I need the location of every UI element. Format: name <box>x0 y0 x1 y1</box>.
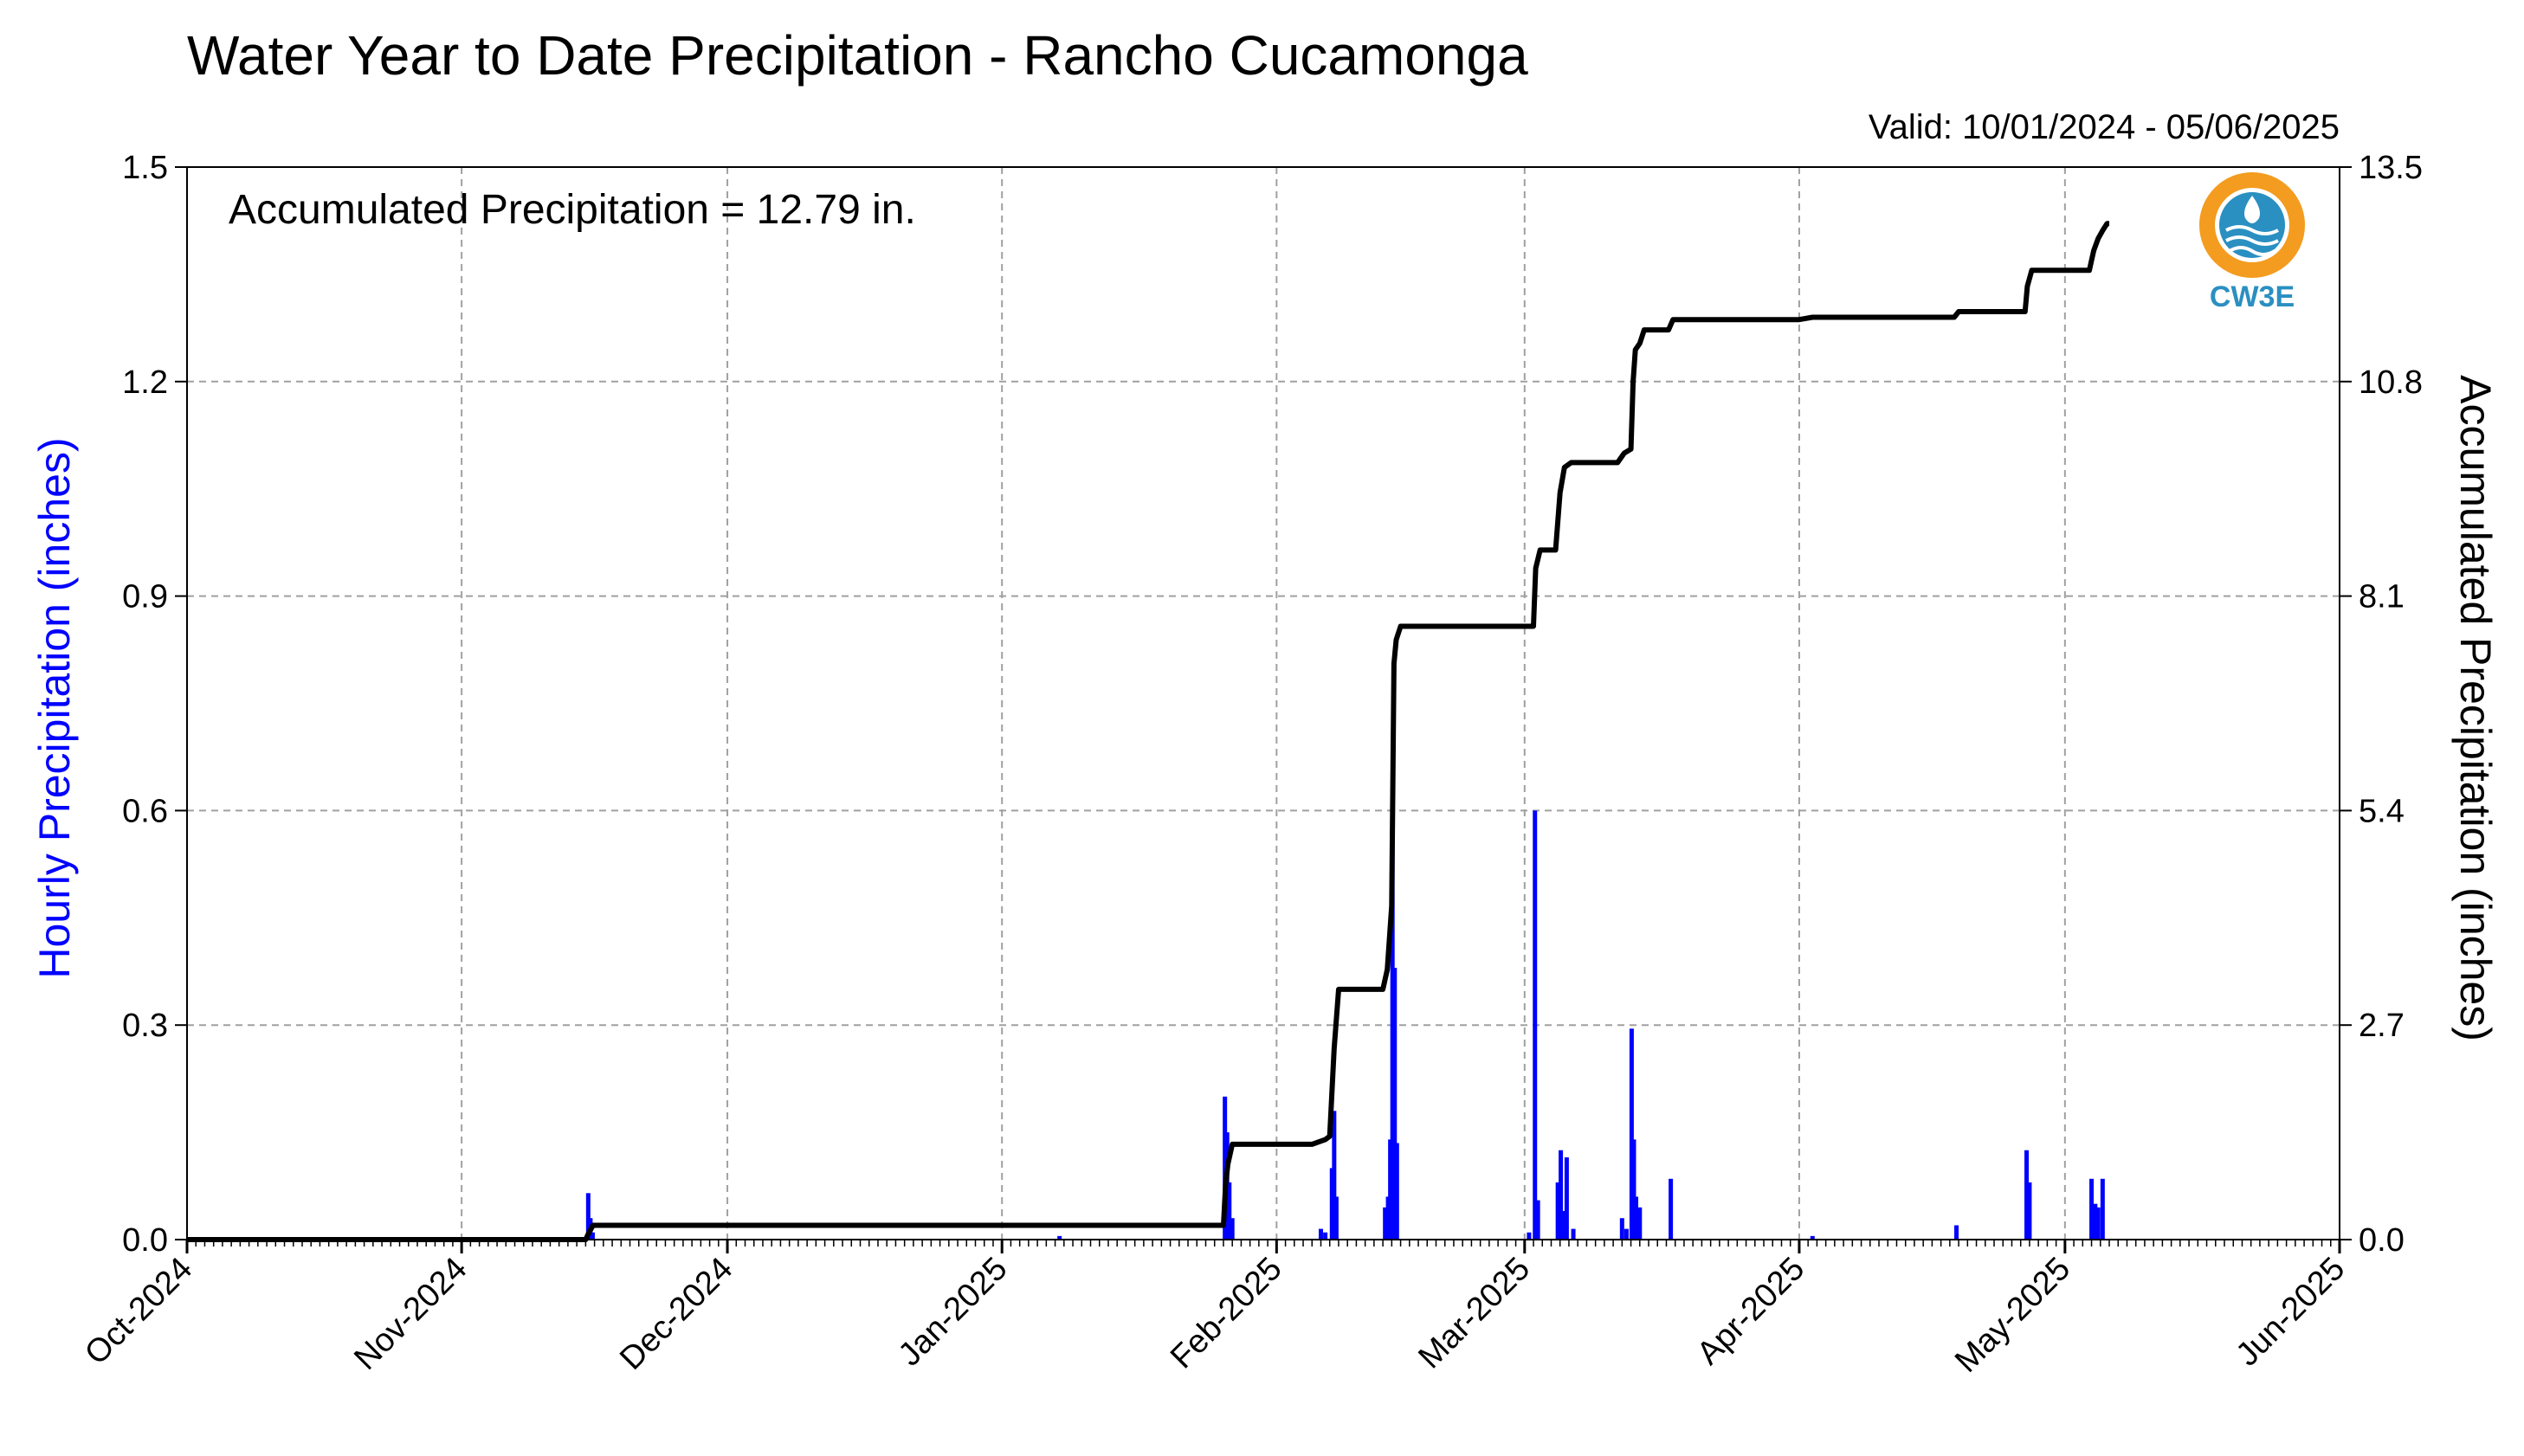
hourly-precip-bar <box>2095 1207 2101 1240</box>
hourly-precip-bar <box>1390 832 1395 1240</box>
hourly-precip-bar <box>1637 1207 1643 1240</box>
hourly-precip-bar <box>1388 1139 1393 1240</box>
hourly-precip-bar <box>2024 1150 2030 1240</box>
hourly-precip-bar <box>1535 1200 1540 1240</box>
tick-labels: 0.0 0.0 0.3 2.7 0.6 5.4 0.9 8.1 1.2 10.8 1.5 13.5 Oc… <box>78 150 2423 1380</box>
left-y-tick-label: 0.3 <box>122 1008 168 1044</box>
x-tick-label: Jun-2025 <box>2230 1251 2353 1374</box>
right-y-tick-label: 13.5 <box>2359 150 2423 186</box>
x-tick-label: Jan-2025 <box>892 1251 1015 1374</box>
valid-date-range: Valid: 10/01/2024 - 05/06/2025 <box>1869 108 2340 146</box>
hourly-precip-bar <box>1619 1218 1624 1240</box>
hourly-precip-bar <box>1332 1111 1337 1240</box>
left-axis-label: Hourly Precipitation (inches) <box>30 437 79 978</box>
hourly-precip-bar <box>1623 1228 1629 1240</box>
left-y-tick-label: 0.9 <box>122 579 168 615</box>
left-y-tick-label: 1.5 <box>122 150 168 186</box>
grid-layer <box>187 167 2340 1240</box>
hourly-precip-bar <box>1527 1232 1532 1240</box>
hourly-precip-bar <box>1318 1228 1323 1240</box>
logo-ring <box>2199 172 2305 278</box>
hourly-precip-bar <box>1555 1182 1560 1240</box>
hourly-precip-bar <box>1629 1028 1634 1240</box>
hourly-precip-bar <box>1954 1225 1959 1240</box>
hourly-precip-bar <box>585 1193 591 1240</box>
hourly-precipitation-bars <box>585 810 2105 1240</box>
right-y-tick-label: 8.1 <box>2359 579 2405 615</box>
right-y-tick-label: 0.0 <box>2359 1222 2405 1259</box>
accumulated-precipitation-line-layer <box>187 221 2110 1242</box>
x-tick-label: Feb-2025 <box>1164 1251 1289 1376</box>
hourly-precip-bar <box>1329 1168 1334 1240</box>
hourly-precip-bar <box>590 1232 595 1240</box>
x-tick-label: Nov-2024 <box>347 1251 474 1377</box>
chart-title: Water Year to Date Precipitation - Ranch… <box>187 24 1528 87</box>
logo-water-circle <box>2219 192 2285 258</box>
right-axis-label: Accumulated Precipitation (inches) <box>2451 375 2500 1041</box>
hourly-precip-bar <box>2093 1203 2098 1240</box>
hourly-precip-bar <box>2089 1178 2095 1240</box>
hourly-precip-bar <box>1571 1228 1576 1240</box>
right-y-tick-label: 5.4 <box>2359 793 2405 829</box>
x-tick-label: Dec-2024 <box>613 1251 739 1377</box>
hourly-precip-bar <box>1230 1218 1235 1240</box>
axis-ticks <box>175 166 2352 1253</box>
hourly-precip-bar <box>1669 1178 1674 1240</box>
hourly-precip-bar <box>1392 968 1398 1240</box>
cw3e-logo: CW3E <box>2199 172 2305 313</box>
hourly-precip-bar <box>1385 1196 1391 1240</box>
hourly-precip-bar <box>1564 1157 1569 1240</box>
right-y-tick-label: 2.7 <box>2359 1008 2405 1044</box>
x-tick-label: Apr-2025 <box>1690 1251 1811 1372</box>
accumulated-precip-line <box>187 221 2110 1242</box>
hourly-precip-bar <box>1227 1182 1232 1240</box>
water-drop-icon <box>2244 196 2260 223</box>
hourly-precip-bar <box>1634 1196 1639 1240</box>
hourly-precip-bar <box>2027 1182 2032 1240</box>
hourly-precip-bar <box>1559 1150 1564 1240</box>
logo-label: CW3E <box>2210 280 2295 313</box>
hourly-precip-bar <box>1333 1196 1339 1240</box>
accumulated-total-annotation: Accumulated Precipitation = 12.79 in. <box>229 187 916 233</box>
hourly-precip-bar <box>1562 1210 1567 1240</box>
left-y-tick-label: 0.0 <box>122 1222 168 1259</box>
hourly-precip-bar <box>1057 1235 1062 1240</box>
hourly-precip-bar <box>1394 1143 1399 1240</box>
hourly-precip-bar <box>1323 1232 1328 1240</box>
hourly-precip-bar <box>1631 1139 1636 1240</box>
plot-frame <box>186 166 2340 1240</box>
x-tick-label: May-2025 <box>1948 1251 2077 1380</box>
right-y-tick-label: 10.8 <box>2359 364 2423 401</box>
x-tick-label: Oct-2024 <box>78 1251 199 1372</box>
x-tick-label: Mar-2025 <box>1411 1251 1537 1376</box>
left-y-tick-label: 1.2 <box>122 364 168 401</box>
hourly-precip-bar <box>2100 1178 2105 1240</box>
hourly-precip-bar <box>1383 1207 1388 1240</box>
water-wave-icon <box>2225 225 2279 256</box>
hourly-precip-bar <box>1533 810 1538 1240</box>
hourly-precip-bar <box>1810 1235 1815 1240</box>
left-y-tick-label: 0.6 <box>122 793 168 829</box>
